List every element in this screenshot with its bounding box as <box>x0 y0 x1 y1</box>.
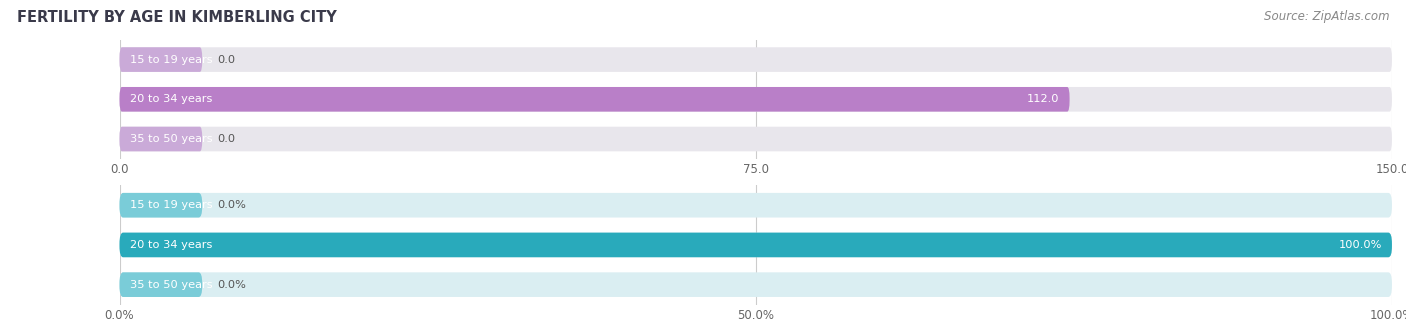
Text: 15 to 19 years: 15 to 19 years <box>129 200 212 210</box>
Text: 0.0: 0.0 <box>218 55 236 65</box>
Text: 20 to 34 years: 20 to 34 years <box>129 240 212 250</box>
FancyBboxPatch shape <box>120 87 1392 112</box>
Text: 35 to 50 years: 35 to 50 years <box>129 280 212 290</box>
FancyBboxPatch shape <box>120 127 1392 151</box>
FancyBboxPatch shape <box>120 233 1392 257</box>
Text: 0.0: 0.0 <box>218 134 236 144</box>
Text: 15 to 19 years: 15 to 19 years <box>129 55 212 65</box>
FancyBboxPatch shape <box>120 87 1070 112</box>
FancyBboxPatch shape <box>120 47 202 72</box>
FancyBboxPatch shape <box>120 127 202 151</box>
FancyBboxPatch shape <box>120 47 1392 72</box>
Text: 0.0%: 0.0% <box>218 280 246 290</box>
Text: 112.0: 112.0 <box>1026 94 1059 104</box>
Text: 100.0%: 100.0% <box>1339 240 1382 250</box>
FancyBboxPatch shape <box>120 193 1392 217</box>
FancyBboxPatch shape <box>120 193 202 217</box>
FancyBboxPatch shape <box>120 233 1392 257</box>
Text: FERTILITY BY AGE IN KIMBERLING CITY: FERTILITY BY AGE IN KIMBERLING CITY <box>17 10 336 25</box>
FancyBboxPatch shape <box>120 272 1392 297</box>
Text: Source: ZipAtlas.com: Source: ZipAtlas.com <box>1264 10 1389 23</box>
FancyBboxPatch shape <box>120 272 202 297</box>
Text: 20 to 34 years: 20 to 34 years <box>129 94 212 104</box>
Text: 35 to 50 years: 35 to 50 years <box>129 134 212 144</box>
Text: 0.0%: 0.0% <box>218 200 246 210</box>
